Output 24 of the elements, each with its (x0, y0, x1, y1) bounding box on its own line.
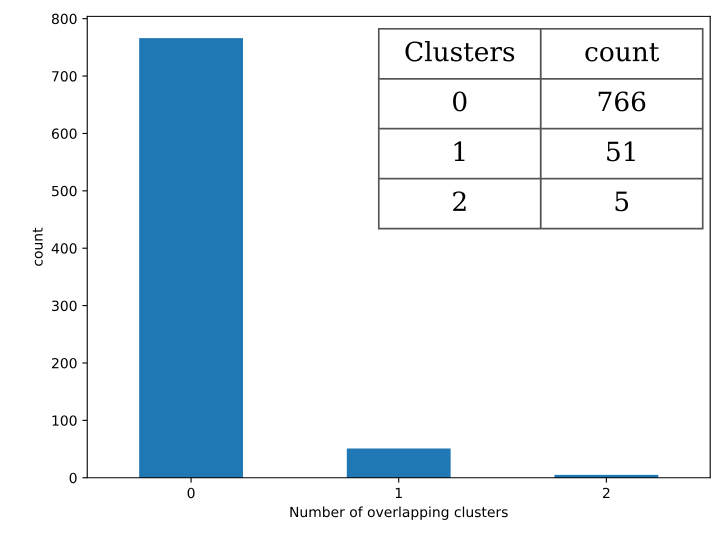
annotation: 2 (453, 191, 466, 211)
x-tick-label: 0 (188, 488, 195, 498)
y-tick-label: 400 (52, 243, 77, 254)
bar (346, 448, 451, 478)
x-tick-label: 1 (396, 488, 402, 498)
y-tick-label: 800 (52, 14, 77, 24)
y-tick-label: 100 (52, 415, 77, 426)
annotation: 51 (607, 141, 635, 162)
y-tick-label: 600 (52, 128, 77, 139)
y-axis-title: count (32, 228, 43, 266)
annotation: Clusters (405, 41, 514, 62)
y-tick-label: 0 (70, 472, 77, 484)
annotation: 1 (454, 141, 464, 161)
y-tick-label: 500 (52, 186, 77, 196)
y-tick-label: 300 (52, 300, 77, 312)
annotation: 766 (598, 91, 646, 112)
annotation: count (585, 43, 660, 62)
annotation: 0 (453, 91, 466, 112)
bar (139, 38, 243, 478)
y-tick-label: 200 (52, 358, 77, 368)
y-tick-label: 700 (52, 71, 77, 82)
x-tick-label: 2 (602, 488, 610, 498)
x-axis-title: Number of overlapping clusters (290, 506, 508, 520)
annotation: 5 (616, 192, 628, 212)
